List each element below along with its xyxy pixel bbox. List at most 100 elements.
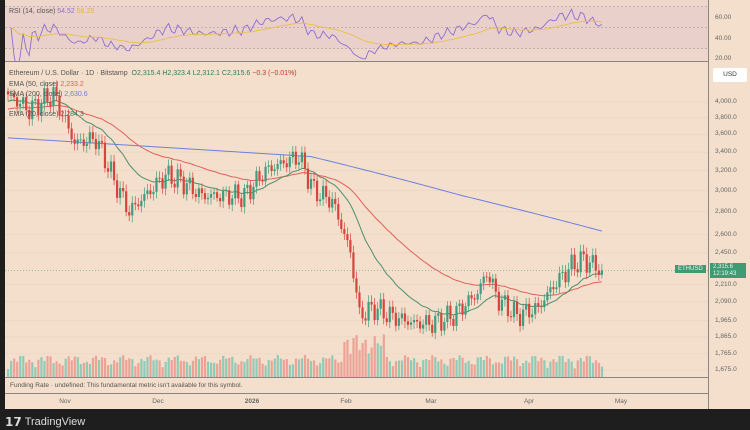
volume-bar: [228, 357, 231, 377]
candle-body: [176, 169, 179, 188]
candle-body: [70, 128, 73, 140]
candle: [312, 172, 316, 188]
candle: [306, 162, 310, 193]
candle: [149, 183, 152, 199]
candle: [85, 137, 88, 153]
candle-body: [358, 292, 361, 308]
volume-bar: [140, 358, 143, 377]
volume-bar: [185, 361, 188, 377]
candle-body: [403, 313, 407, 322]
candle: [376, 302, 379, 326]
price-tick: 2,800.0: [715, 207, 737, 215]
volume-bar: [382, 334, 385, 377]
symbol-title: Ethereum / U.S. Dollar · 1D · Bitstamp: [9, 70, 128, 77]
candle: [82, 133, 85, 152]
rsi-ma-value: 58.25: [76, 8, 95, 15]
candle-body: [182, 176, 185, 195]
candle-body: [200, 188, 204, 194]
candle: [255, 166, 258, 194]
volume-bar: [579, 357, 582, 377]
candle: [197, 183, 200, 204]
candle: [64, 109, 67, 123]
volume-bar: [306, 358, 310, 377]
volume-bar: [128, 358, 131, 377]
candle-body: [146, 190, 149, 195]
volume-bar: [485, 355, 488, 377]
candle-body: [88, 132, 91, 144]
volume-bar: [125, 360, 128, 377]
candle-body: [106, 168, 110, 172]
volume-bar: [152, 360, 155, 377]
candle: [173, 177, 176, 194]
candle: [276, 158, 279, 176]
candle: [22, 92, 25, 110]
candle: [170, 159, 173, 188]
candle-body: [415, 319, 419, 322]
rsi-pane[interactable]: RSI (14, close) 54.52 58.25: [5, 0, 708, 62]
volume-bar: [431, 355, 434, 377]
candle-body: [64, 115, 67, 117]
candle-body: [543, 300, 546, 308]
candle-body: [585, 254, 588, 273]
candle-body: [264, 166, 267, 182]
candle: [425, 309, 428, 332]
candle-body: [100, 141, 104, 143]
price-tick: 1,765.0: [715, 349, 737, 357]
candle-body: [258, 171, 261, 180]
volume-bar: [349, 354, 352, 377]
volume-bar: [346, 339, 349, 377]
volume-bar: [285, 359, 288, 377]
candle: [543, 294, 546, 312]
tradingview-logo[interactable]: 𝟭𝟳 TradingView: [5, 415, 85, 429]
volume-bar: [216, 363, 219, 377]
volume-bar: [131, 359, 134, 377]
candle: [537, 296, 540, 313]
candle-body: [528, 303, 531, 318]
volume-bar: [176, 355, 179, 377]
currency-button[interactable]: USD: [713, 68, 747, 82]
candle: [355, 271, 358, 299]
price-pane[interactable]: Ethereum / U.S. Dollar · 1D · Bitstamp O…: [5, 63, 708, 377]
candle: [500, 294, 503, 316]
candle-body: [588, 262, 591, 273]
sma200-label: SMA (200, close): [9, 91, 63, 98]
candle: [161, 172, 164, 194]
candle: [58, 89, 61, 120]
candle: [203, 188, 207, 204]
candle: [440, 308, 443, 337]
candle-body: [300, 152, 304, 163]
volume-bar: [422, 359, 425, 377]
rsi-tick: 20.00: [715, 55, 732, 62]
candle-body: [37, 99, 40, 116]
candle: [237, 180, 240, 204]
candle: [422, 319, 425, 335]
volume-bar: [409, 360, 413, 377]
candle-body: [564, 271, 567, 283]
volume-bar: [276, 355, 279, 377]
volume-bar: [467, 360, 470, 377]
candle-body: [522, 309, 525, 326]
candle: [146, 183, 149, 200]
volume-bar: [316, 365, 319, 377]
candle-body: [19, 103, 22, 107]
volume-bar: [473, 364, 476, 377]
volume-bar: [567, 358, 570, 377]
candle-body: [428, 315, 431, 325]
candle: [394, 306, 397, 332]
time-axis[interactable]: Nov Dec 2026 Feb Mar Apr May: [5, 394, 708, 409]
candle: [594, 248, 597, 278]
volume-bar: [425, 359, 428, 377]
volume-bar: [255, 358, 258, 377]
candle-body: [506, 295, 510, 317]
volume-bar: [443, 363, 446, 377]
candle: [449, 301, 452, 326]
sma200-value: 2,630.6: [64, 91, 88, 98]
candle-body: [340, 219, 343, 230]
candle-body: [579, 251, 582, 273]
price-axis[interactable]: USD 2,315.6 12:19:43 4,000.0 3,800.0 3,600.…: [708, 0, 750, 409]
candle-body: [46, 88, 49, 102]
candle-body: [334, 198, 337, 204]
volume-bar: [191, 360, 195, 377]
ema20-value: 2,284.3: [60, 111, 84, 118]
candle-body: [255, 171, 258, 187]
